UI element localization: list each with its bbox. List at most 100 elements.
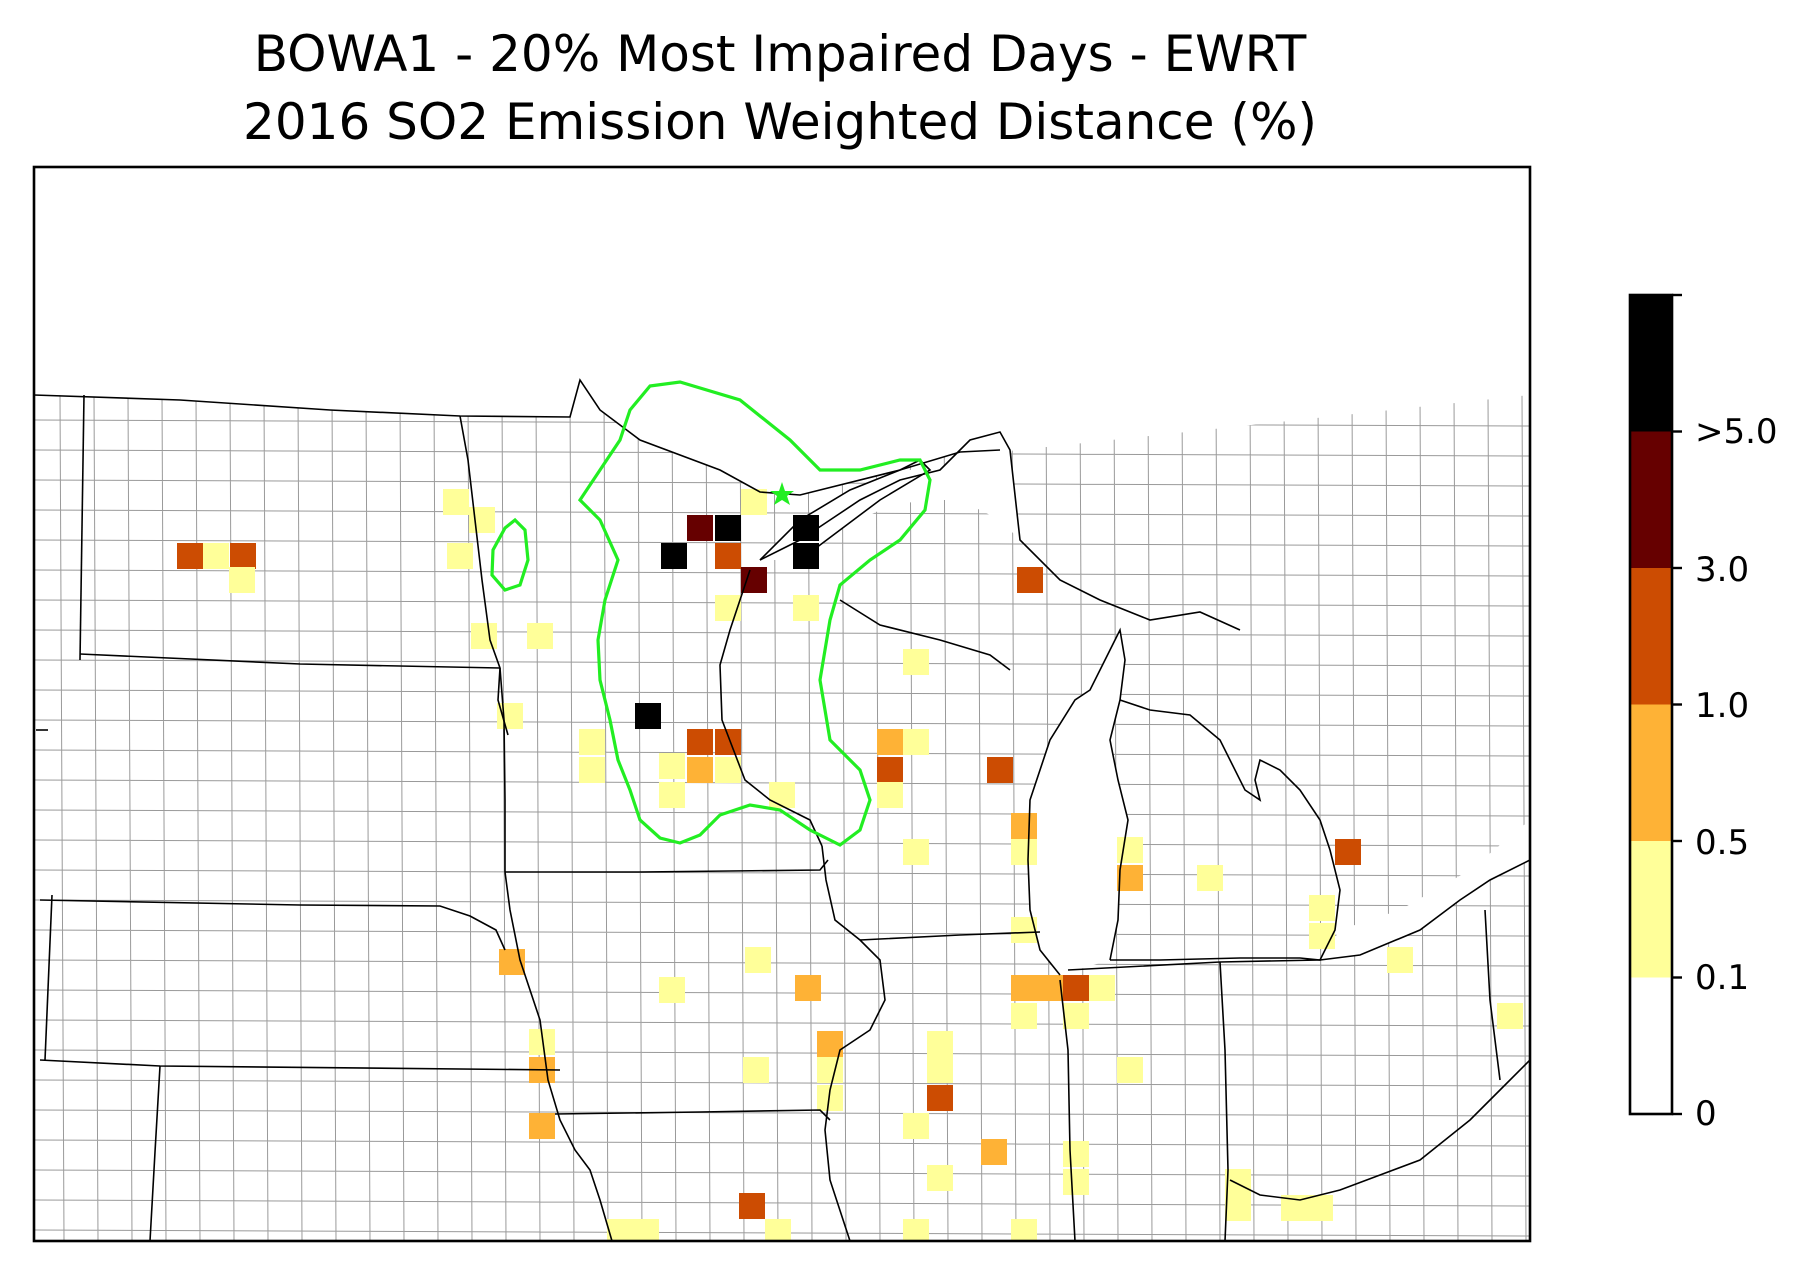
- emission-cell: [987, 757, 1013, 783]
- emission-cell: [469, 507, 495, 533]
- emission-cell: [1017, 567, 1043, 593]
- emission-cells: [177, 489, 1523, 1241]
- emission-cell: [1011, 1219, 1037, 1241]
- map-title-line-1: BOWA1 - 20% Most Impaired Days - EWRT: [253, 25, 1307, 83]
- emission-cell: [715, 757, 741, 783]
- colorbar-segment: [1630, 977, 1672, 1114]
- emission-cell: [447, 543, 473, 569]
- emission-cell: [1089, 975, 1115, 1001]
- star-icon: [770, 482, 794, 505]
- emission-cell: [229, 567, 255, 593]
- lake-mask-0: [1028, 630, 1128, 975]
- emission-cell: [527, 623, 553, 649]
- emission-cell: [1335, 839, 1361, 865]
- emission-cell: [903, 649, 929, 675]
- emission-cell: [1117, 1057, 1143, 1083]
- colorbar-segment: [1630, 841, 1672, 978]
- emission-cell: [177, 543, 203, 569]
- emission-cell: [1309, 895, 1335, 921]
- emission-cell: [203, 543, 229, 569]
- emission-cell: [687, 757, 713, 783]
- colorbar-tick-5: >5.0: [1695, 412, 1778, 452]
- colorbar: [1628, 293, 1682, 1116]
- emission-cell: [661, 543, 687, 569]
- contour-lines: [490, 380, 932, 847]
- emission-cell: [607, 1219, 633, 1241]
- emission-cell: [471, 623, 497, 649]
- emission-cell: [903, 839, 929, 865]
- colorbar-segment: [1630, 431, 1672, 568]
- emission-cell: [927, 1057, 953, 1083]
- emission-cell: [743, 1057, 769, 1083]
- emission-cell: [739, 1193, 765, 1219]
- contour-small: [490, 517, 530, 592]
- emission-cell: [497, 703, 523, 729]
- emission-cell: [1225, 1195, 1251, 1221]
- colorbar-tick-4: 3.0: [1695, 550, 1750, 590]
- emission-cell: [927, 1165, 953, 1191]
- emission-cell: [443, 489, 469, 515]
- emission-cell: [715, 543, 741, 569]
- colorbar-tick-3: 1.0: [1695, 686, 1750, 726]
- emission-cell: [1011, 975, 1037, 1001]
- emission-cell: [715, 729, 741, 755]
- emission-cell: [1063, 1169, 1089, 1195]
- emission-cell: [817, 1057, 843, 1083]
- emission-cell: [795, 975, 821, 1001]
- emission-cell: [1063, 1141, 1089, 1167]
- emission-cell: [1197, 865, 1223, 891]
- emission-cell: [1011, 813, 1037, 839]
- emission-cell: [981, 1139, 1007, 1165]
- map-frame: [32, 165, 1532, 1243]
- emission-cell: [579, 729, 605, 755]
- emission-cell: [1037, 975, 1063, 1001]
- emission-cell: [741, 567, 767, 593]
- colorbar-tick-2: 0.5: [1695, 823, 1750, 863]
- emission-cell: [715, 515, 741, 541]
- colorbar-tick-0: 0: [1695, 1094, 1717, 1134]
- emission-cell: [745, 947, 771, 973]
- emission-cell: [687, 515, 713, 541]
- map-title-line-2: 2016 SO2 Emission Weighted Distance (%): [243, 93, 1317, 151]
- state-boundaries: [34, 378, 1530, 1241]
- emission-cell: [579, 757, 605, 783]
- emission-cell: [1011, 839, 1037, 865]
- colorbar-segment: [1630, 704, 1672, 841]
- emission-cell: [1117, 865, 1143, 891]
- emission-cell: [877, 782, 903, 808]
- lake-mask-2: [1320, 820, 1530, 960]
- emission-cell: [741, 489, 767, 515]
- colorbar-segment: [1630, 295, 1672, 432]
- emission-cell: [659, 753, 685, 779]
- emission-cell: [529, 1113, 555, 1139]
- emission-cell: [1063, 1003, 1089, 1029]
- emission-cell: [765, 1219, 791, 1241]
- emission-cell: [877, 757, 903, 783]
- emission-cell: [793, 595, 819, 621]
- emission-cell: [927, 1031, 953, 1057]
- emission-cell: [903, 1113, 929, 1139]
- lake-mask-1: [760, 432, 1020, 560]
- emission-cell: [1387, 947, 1413, 973]
- emission-cell: [1497, 1003, 1523, 1029]
- emission-cell: [903, 1219, 929, 1241]
- emission-cell: [1307, 1195, 1333, 1221]
- emission-cell: [1309, 923, 1335, 949]
- emission-cell: [659, 977, 685, 1003]
- emission-cell: [1063, 975, 1089, 1001]
- contour-outer: [577, 380, 932, 847]
- emission-cell: [230, 543, 256, 569]
- colorbar-tick-1: 0.1: [1695, 958, 1750, 998]
- emission-cell: [877, 729, 903, 755]
- emission-cell: [927, 1085, 953, 1111]
- emission-cell: [793, 515, 819, 541]
- emission-cell: [635, 703, 661, 729]
- emission-cell: [633, 1219, 659, 1241]
- emission-cell: [1011, 1003, 1037, 1029]
- emission-cell: [1117, 837, 1143, 863]
- emission-cell: [769, 782, 795, 808]
- colorbar-segment: [1630, 568, 1672, 705]
- emission-cell: [687, 729, 713, 755]
- emission-cell: [659, 782, 685, 808]
